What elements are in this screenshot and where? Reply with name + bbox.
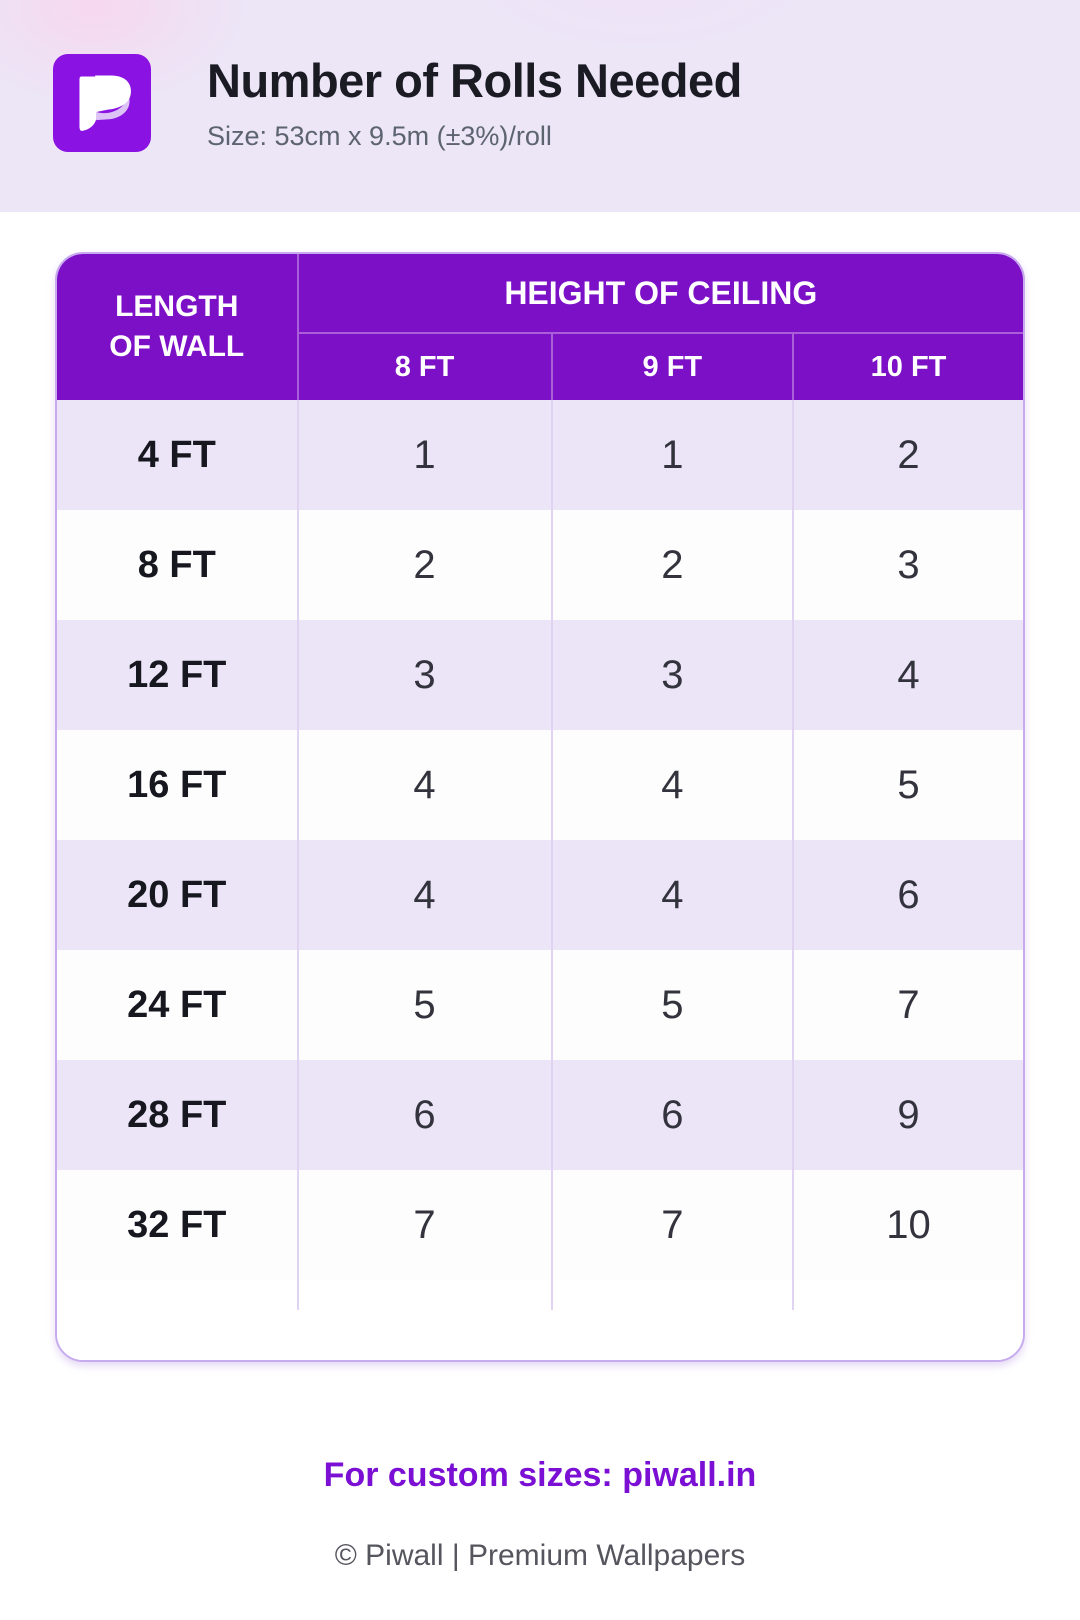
rolls-value: 5	[792, 730, 1023, 840]
piwall-link[interactable]: piwall.in	[622, 1456, 757, 1494]
rolls-value: 7	[296, 1170, 552, 1280]
rolls-value: 5	[550, 950, 794, 1060]
rolls-value: 1	[296, 400, 552, 510]
table-row: 4 FT 1 1 2	[57, 400, 1023, 510]
rolls-table-card: LENGTH OF WALL HEIGHT OF CEILING 8 FT 9 …	[55, 252, 1025, 1362]
rolls-value: 3	[792, 510, 1023, 620]
column-header-10ft: 10 FT	[792, 333, 1023, 400]
table-row: 20 FT 4 4 6	[57, 840, 1023, 950]
rolls-value: 6	[296, 1060, 552, 1170]
rolls-table: LENGTH OF WALL HEIGHT OF CEILING 8 FT 9 …	[57, 254, 1023, 1360]
rolls-value: 4	[296, 730, 552, 840]
group-header-height-of-ceiling: HEIGHT OF CEILING	[296, 254, 1023, 334]
row-length-label: 4 FT	[57, 400, 298, 510]
rolls-value: 2	[792, 400, 1023, 510]
custom-sizes-label: For custom sizes:	[323, 1456, 623, 1494]
rolls-value: 10	[792, 1170, 1023, 1280]
rolls-value: 4	[550, 840, 794, 950]
rolls-value: 4	[792, 620, 1023, 730]
row-length-label: 24 FT	[57, 950, 298, 1060]
table-row: 24 FT 5 5 7	[57, 950, 1023, 1060]
rolls-value: 7	[550, 1170, 794, 1280]
rolls-value: 3	[296, 620, 552, 730]
rolls-value: 6	[792, 840, 1023, 950]
piwall-logo	[53, 54, 151, 152]
column-header-8ft: 8 FT	[296, 333, 552, 400]
page-subtitle: Size: 53cm x 9.5m (±3%)/roll	[207, 121, 552, 152]
row-length-label: 32 FT	[57, 1170, 298, 1280]
card-bottom-padding	[57, 1310, 1023, 1360]
table-row: 8 FT 2 2 3	[57, 510, 1023, 620]
row-length-label: 20 FT	[57, 840, 298, 950]
corner-header-length-of-wall: LENGTH OF WALL	[57, 254, 298, 400]
piwall-logo-icon	[79, 75, 131, 131]
rolls-value: 4	[550, 730, 794, 840]
rolls-value: 1	[550, 400, 794, 510]
rolls-value: 4	[296, 840, 552, 950]
row-length-label: 16 FT	[57, 730, 298, 840]
column-header-9ft: 9 FT	[550, 333, 794, 400]
footer: For custom sizes: piwall.in © Piwall | P…	[0, 1456, 1080, 1573]
row-length-label: 8 FT	[57, 510, 298, 620]
table-row: 28 FT 6 6 9	[57, 1060, 1023, 1170]
table-row: 32 FT 7 7 10	[57, 1170, 1023, 1280]
table-divider-tail	[57, 1280, 1023, 1310]
page-title: Number of Rolls Needed	[207, 54, 742, 107]
rolls-value: 3	[550, 620, 794, 730]
table-row: 12 FT 3 3 4	[57, 620, 1023, 730]
rolls-value: 9	[792, 1060, 1023, 1170]
rolls-value: 6	[550, 1060, 794, 1170]
rolls-value: 5	[296, 950, 552, 1060]
row-length-label: 28 FT	[57, 1060, 298, 1170]
rolls-value: 7	[792, 950, 1023, 1060]
row-length-label: 12 FT	[57, 620, 298, 730]
hero-banner: Number of Rolls Needed Size: 53cm x 9.5m…	[0, 0, 1080, 212]
copyright-text: © Piwall | Premium Wallpapers	[334, 1539, 746, 1572]
rolls-value: 2	[550, 510, 794, 620]
rolls-value: 2	[296, 510, 552, 620]
table-row: 16 FT 4 4 5	[57, 730, 1023, 840]
custom-sizes-note: For custom sizes: piwall.in	[0, 1456, 1080, 1495]
table-header: LENGTH OF WALL HEIGHT OF CEILING 8 FT 9 …	[57, 254, 1023, 400]
